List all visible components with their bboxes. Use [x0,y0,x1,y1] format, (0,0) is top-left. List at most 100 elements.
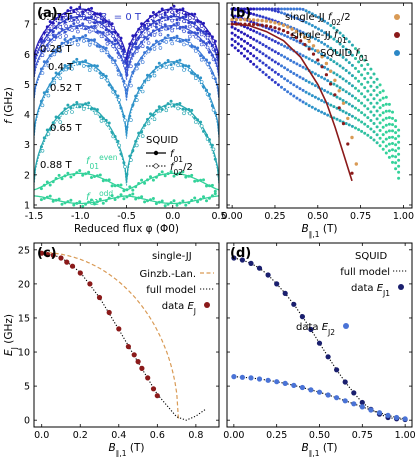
data-point-a [75,7,79,11]
squid-point [298,18,302,22]
data-point-a [207,50,211,54]
data-point-a-open [146,77,151,82]
data-point-a-open [76,29,80,34]
squid-point [397,152,401,156]
squid-point [233,46,237,50]
data-point-a [54,71,58,75]
squid-point [350,84,354,88]
data-point-a [72,10,76,13]
data-point-a [172,199,176,203]
squid-point [347,81,351,85]
data-point-a-open [70,110,74,114]
data-point-a-open [176,13,180,17]
data-ej1-point [325,354,331,360]
squid-point [307,80,311,84]
squid-point [313,60,317,64]
data-point-a [166,172,170,176]
panel-a-ytick-label: 4 [24,110,30,121]
data-point-a [63,20,67,24]
data-point-a-open [158,46,163,50]
panel-a-ytick-label: 3 [24,140,30,151]
data-point-a [122,60,126,64]
data-point-a-open [152,47,157,51]
legend-marker-open [153,163,159,169]
squid-point [369,101,373,105]
data-point-a [48,127,52,131]
squid-point [261,52,265,56]
data-point-a [134,139,138,143]
jj-f02-point [251,18,256,22]
data-point-a [42,31,46,35]
squid-point [261,70,265,74]
field-label: 0.28 T [40,44,72,55]
data-point-a [172,13,176,17]
data-ej2-point [239,374,245,380]
squid-point [366,133,370,137]
squid-point [233,7,237,11]
squid-point [276,31,280,35]
data-point-a [75,16,79,20]
squid-point [381,103,385,107]
data-point-a [190,21,194,24]
data-point-a-open [199,42,204,47]
squid-point [246,7,250,11]
data-point-a [140,130,144,134]
jj-f01-point [277,27,281,31]
data-point-a [166,33,170,37]
data-point-a [72,60,76,64]
data-point-a [90,107,93,111]
data-point-a [119,183,123,187]
squid-point [298,7,302,11]
data-point-a [202,30,205,34]
data-point-a [116,195,120,199]
data-point-a-open [194,24,198,29]
data-point-a [157,200,161,204]
squid-point [341,99,345,102]
squid-point [236,49,240,53]
squid-point [239,51,243,55]
squid-point [326,56,330,60]
data-point-a [181,170,185,174]
data-point-a [160,64,164,68]
squid-point [350,63,354,67]
jj-f02-point [341,101,346,106]
data-ej2-point [359,404,365,410]
data-point-a-open [170,41,174,46]
squid-point [372,72,376,76]
data-point-a [146,178,149,182]
data-point-a [181,64,185,68]
data-point-a-open [111,25,115,30]
data-point-a [166,59,170,62]
data-point-a-open [188,42,192,46]
squid-point [357,89,361,93]
data-point-a [95,64,99,68]
squid-point [381,140,385,144]
data-point-a [113,30,117,34]
squid-point [387,149,391,153]
data-point-a [95,12,99,16]
data-point-a [48,38,52,42]
squid-point [280,75,283,78]
data-point-a-open [40,43,45,48]
squid-point [320,40,324,44]
squid-point [255,48,259,52]
squid-point [258,68,262,72]
data-point-a [175,34,179,38]
data-point-a [66,27,70,31]
data-point-a [137,36,141,40]
squid-point [366,80,370,84]
squid-point [236,29,240,32]
squid-point [384,144,388,148]
data-point-a-open [99,34,104,39]
data-point-a-open [123,63,127,68]
data-point-a [131,149,135,153]
squid-point [375,117,379,121]
data-point-a [116,51,120,55]
squid-point [286,46,290,50]
data-point-a [78,105,82,109]
data-point-a-open [146,41,151,45]
field-label: 0.88 T [40,160,72,171]
data-point-a [42,49,46,53]
field-label: f01even [86,153,118,171]
jj-f02-point [281,23,286,27]
